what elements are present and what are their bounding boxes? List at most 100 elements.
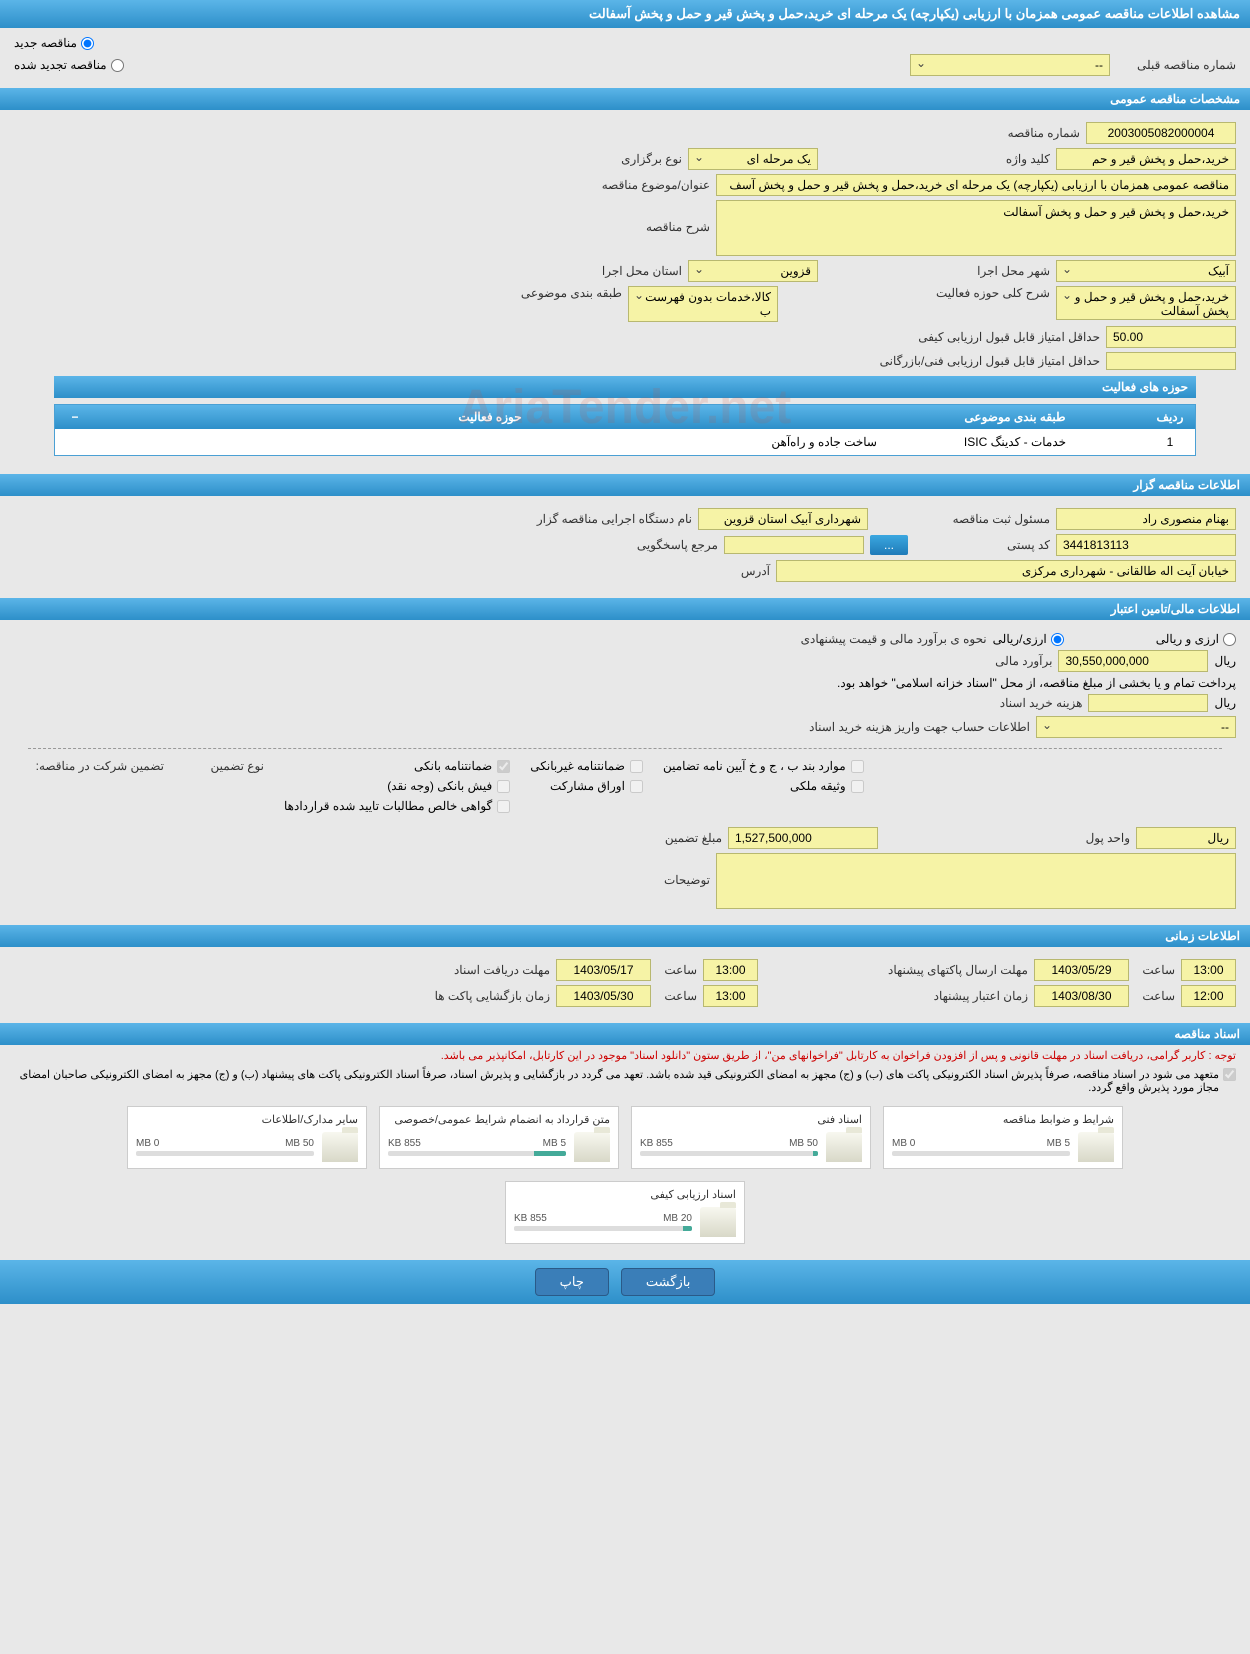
back-button[interactable]: بازگشت: [621, 1268, 715, 1296]
estimate-field[interactable]: 30,550,000,000: [1058, 650, 1208, 672]
description-field[interactable]: خرید،حمل و پخش قیر و حمل و پخش آسفالت: [716, 200, 1236, 256]
holding-type-select[interactable]: یک مرحله ای: [688, 148, 818, 170]
doc-card[interactable]: اسناد ارزیابی کیفی 20 MB 855 KB: [505, 1181, 745, 1244]
keyword-field[interactable]: خرید،حمل و پخش قیر و حم: [1056, 148, 1236, 170]
unit-rial-1: ریال: [1214, 654, 1236, 668]
org-name-label: نام دستگاه اجرایی مناقصه گزار: [512, 512, 692, 526]
cb-nonbank-guarantee: [630, 760, 643, 773]
city-select[interactable]: آبیک: [1056, 260, 1236, 282]
open-date-field[interactable]: 1403/05/30: [556, 985, 651, 1007]
open-label: زمان بازگشایی پاکت ها: [420, 989, 550, 1003]
send-date-field[interactable]: 1403/05/29: [1034, 959, 1129, 981]
doc-bar: [514, 1226, 692, 1231]
cb7-label: گواهی خالص مطالبات تایید شده قراردادها: [284, 799, 492, 813]
send-deadline-label: مهلت ارسال پاکتهای پیشنهاد: [858, 963, 1028, 977]
province-select[interactable]: قزوین: [688, 260, 818, 282]
account-info-select[interactable]: --: [1036, 716, 1236, 738]
category-select[interactable]: کالا،خدمات بدون فهرست ب: [628, 286, 778, 322]
doc-fee-label: هزینه خرید اسناد: [962, 696, 1082, 710]
guarantee-amount-field[interactable]: 1,527,500,000: [728, 827, 878, 849]
section-timing: اطلاعات زمانی: [0, 925, 1250, 947]
holding-type-label: نوع برگزاری: [562, 152, 682, 166]
folder-icon: [1078, 1132, 1114, 1162]
activity-desc-select[interactable]: خرید،حمل و پخش قیر و حمل و پخش آسفالت: [1056, 286, 1236, 320]
label-renewed-tender: مناقصه تجدید شده: [14, 58, 107, 72]
notice-black: متعهد می شود در اسناد مناقصه، صرفاً پذیر…: [14, 1068, 1219, 1094]
doc-used: 855 KB: [514, 1213, 547, 1224]
table-minimize-icon[interactable]: −: [55, 405, 95, 429]
currency-label: واحد پول: [1050, 831, 1130, 845]
page-title: مشاهده اطلاعات مناقصه عمومی همزمان با ار…: [0, 0, 1250, 28]
label-new-tender: مناقصه جدید: [14, 36, 77, 50]
min-tech-field[interactable]: [1106, 352, 1236, 370]
folder-icon: [574, 1132, 610, 1162]
activity-table-title: حوزه های فعالیت: [54, 376, 1196, 398]
subject-label: عنوان/موضوع مناقصه: [590, 178, 710, 192]
validity-date-field[interactable]: 1403/08/30: [1034, 985, 1129, 1007]
doc-card-title: سایر مدارک/اطلاعات: [136, 1113, 358, 1126]
doc-max: 5 MB: [543, 1138, 566, 1149]
address-label: آدرس: [590, 564, 770, 578]
radio-fx[interactable]: [1223, 633, 1236, 646]
responder-button[interactable]: ...: [870, 535, 908, 555]
cb-bonds: [630, 780, 643, 793]
receive-deadline-label: مهلت دریافت اسناد: [420, 963, 550, 977]
receive-date-field[interactable]: 1403/05/17: [556, 959, 651, 981]
guarantee-type-label: نوع تضمین: [184, 759, 264, 773]
row-act: ساخت جاده و راه‌آهن: [95, 429, 885, 455]
doc-card[interactable]: اسناد فنی50 MB855 KB: [631, 1106, 871, 1169]
section-financial: اطلاعات مالی/تامین اعتبار: [0, 598, 1250, 620]
doc-fee-field[interactable]: [1088, 694, 1208, 712]
folder-icon: [826, 1132, 862, 1162]
notice-red: توجه : کاربر گرامی، دریافت اسناد در مهلت…: [0, 1045, 1250, 1066]
doc-card-title: اسناد فنی: [640, 1113, 862, 1126]
prev-number-label: شماره مناقصه قبلی: [1116, 58, 1236, 72]
doc-card[interactable]: سایر مدارک/اطلاعات50 MB0 MB: [127, 1106, 367, 1169]
comments-field[interactable]: [716, 853, 1236, 909]
cb4-label: فیش بانکی (وجه نقد): [387, 779, 492, 793]
print-button[interactable]: چاپ: [535, 1268, 609, 1296]
doc-used: 0 MB: [136, 1138, 159, 1149]
activity-desc-label: شرح کلی حوزه فعالیت: [910, 286, 1050, 300]
open-time-field[interactable]: 13:00: [703, 985, 758, 1007]
doc-card[interactable]: شرایط و ضوابط مناقصه5 MB0 MB: [883, 1106, 1123, 1169]
address-field[interactable]: خیابان آیت اله طالقانی - شهرداری مرکزی: [776, 560, 1236, 582]
radio-renewed-tender[interactable]: [111, 59, 124, 72]
footer-bar: بازگشت چاپ: [0, 1260, 1250, 1304]
tender-no-label: شماره مناقصه: [960, 126, 1080, 140]
doc-bar: [892, 1151, 1070, 1156]
doc-max: 50 MB: [789, 1138, 818, 1149]
doc-card[interactable]: متن قرارداد به انضمام شرایط عمومی/خصوصی5…: [379, 1106, 619, 1169]
category-label: طبقه بندی موضوعی: [502, 286, 622, 300]
guarantee-amount-label: مبلغ تضمین: [602, 831, 722, 845]
guarantee-in-tender-label: تضمین شرکت در مناقصه:: [14, 759, 164, 773]
cb5-label: اوراق مشارکت: [550, 779, 625, 793]
th-idx: ردیف: [1145, 405, 1195, 429]
doc-bar: [136, 1151, 314, 1156]
th-cat: طبقه بندی موضوعی: [885, 405, 1145, 429]
send-time-field[interactable]: 13:00: [1181, 959, 1236, 981]
responder-label: مرجع پاسخگویی: [538, 538, 718, 552]
account-info-label: اطلاعات حساب جهت واریز هزینه خرید اسناد: [790, 720, 1030, 734]
table-row: 1 خدمات - کدینگ ISIC ساخت جاده و راه‌آهن: [55, 429, 1195, 455]
province-label: استان محل اجرا: [562, 264, 682, 278]
registrar-field: بهنام منصوری راد: [1056, 508, 1236, 530]
min-quality-field[interactable]: 50.00: [1106, 326, 1236, 348]
radio-rial[interactable]: [1051, 633, 1064, 646]
radio-new-tender[interactable]: [81, 37, 94, 50]
row-cat: خدمات - کدینگ ISIC: [885, 429, 1145, 455]
subject-field[interactable]: مناقصه عمومی همزمان با ارزیابی (یکپارچه)…: [716, 174, 1236, 196]
cb-property: [851, 780, 864, 793]
doc-used: 0 MB: [892, 1138, 915, 1149]
postal-field[interactable]: 3441813113: [1056, 534, 1236, 556]
validity-time-field[interactable]: 12:00: [1181, 985, 1236, 1007]
doc-max: 20 MB: [663, 1213, 692, 1224]
cb-contract-cert: [497, 800, 510, 813]
org-name-field: شهرداری آبیک استان قزوین: [698, 508, 868, 530]
tender-no-field: 2003005082000004: [1086, 122, 1236, 144]
responder-field: [724, 536, 864, 554]
receive-time-field[interactable]: 13:00: [703, 959, 758, 981]
prev-number-select[interactable]: --: [910, 54, 1110, 76]
doc-card-title: اسناد ارزیابی کیفی: [514, 1188, 736, 1201]
label-rial-opt: ارزی/ریالی: [993, 632, 1047, 646]
